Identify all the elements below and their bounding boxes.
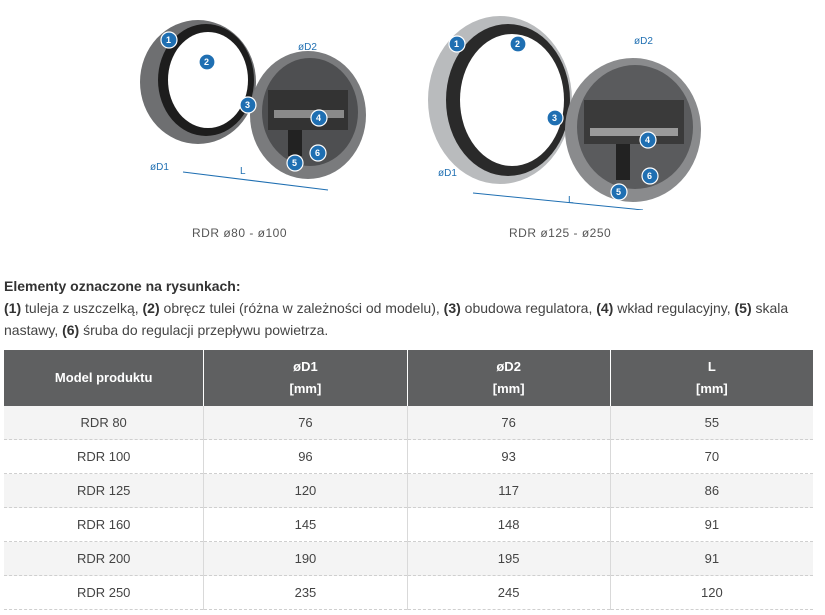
table-header-row: Model produktu øD1 [mm] øD2 [mm] L [mm] bbox=[4, 350, 813, 406]
figure-rdr-large: L øD1 øD2 1 2 3 4 5 6 bbox=[418, 0, 708, 211]
legend-num-3: (3) bbox=[443, 300, 461, 316]
badge-5: 5 bbox=[610, 183, 628, 201]
cell-d2: 195 bbox=[407, 541, 611, 576]
table-row: RDR 160 145 148 91 bbox=[4, 507, 813, 542]
legend-num-1: (1) bbox=[4, 300, 22, 316]
legend-num-6: (6) bbox=[62, 322, 80, 338]
cell-d1: 145 bbox=[203, 507, 408, 542]
svg-text:1: 1 bbox=[454, 39, 459, 49]
cell-d2: 93 bbox=[407, 439, 611, 474]
svg-text:3: 3 bbox=[552, 113, 557, 123]
cell-d1: 235 bbox=[203, 575, 408, 610]
dim-d1-label: øD1 bbox=[438, 168, 457, 179]
badge-1: 1 bbox=[160, 31, 178, 49]
cell-l: 55 bbox=[610, 406, 813, 440]
svg-text:2: 2 bbox=[515, 39, 520, 49]
legend-item-5: skala nastawy, bbox=[4, 300, 789, 338]
cell-d2: 245 bbox=[407, 575, 611, 610]
dim-d2-label: øD2 bbox=[298, 42, 317, 53]
table-row: RDR 250 235 245 120 bbox=[4, 575, 813, 610]
header-d1: øD1 [mm] bbox=[203, 350, 408, 406]
caption-rdr-small: RDR ø80 - ø100 bbox=[192, 226, 288, 240]
cell-model: RDR 160 bbox=[4, 507, 205, 542]
legend-text: (1) tuleja z uszczelką, (2) obręcz tulei… bbox=[4, 297, 819, 341]
svg-text:6: 6 bbox=[315, 148, 320, 158]
cell-l: 70 bbox=[610, 439, 813, 474]
dim-l-label: L bbox=[240, 166, 246, 177]
legend-num-4: (4) bbox=[596, 300, 614, 316]
svg-text:4: 4 bbox=[645, 135, 650, 145]
header-l: L [mm] bbox=[610, 350, 813, 406]
badge-3: 3 bbox=[239, 96, 257, 114]
dimensions-table: Model produktu øD1 [mm] øD2 [mm] L [mm] RDR… bbox=[4, 350, 813, 610]
legend-item-4: wkład regulacyjny, bbox=[613, 300, 735, 316]
table-row: RDR 100 96 93 70 bbox=[4, 439, 813, 474]
cell-d2: 117 bbox=[407, 473, 611, 508]
cell-d2: 148 bbox=[407, 507, 611, 542]
badge-3: 3 bbox=[546, 109, 564, 127]
legend-item-1: tuleja z uszczelką, bbox=[21, 300, 143, 316]
svg-text:4: 4 bbox=[316, 113, 321, 123]
cell-model: RDR 100 bbox=[4, 439, 205, 474]
legend-item-3: obudowa regulatora, bbox=[460, 300, 597, 316]
cell-d1: 120 bbox=[203, 473, 408, 508]
table-row: RDR 200 190 195 91 bbox=[4, 541, 813, 576]
rdr-large-illustration: L øD1 øD2 1 2 3 4 5 6 bbox=[428, 16, 701, 211]
cell-l: 91 bbox=[610, 507, 813, 542]
badge-5: 5 bbox=[286, 154, 304, 172]
cell-d1: 190 bbox=[203, 541, 408, 576]
cell-model: RDR 80 bbox=[4, 406, 205, 440]
cell-d1: 96 bbox=[203, 439, 408, 474]
dim-d2-label: øD2 bbox=[634, 36, 653, 47]
svg-text:6: 6 bbox=[647, 171, 652, 181]
legend-title: Elementy oznaczone na rysunkach: bbox=[4, 278, 241, 294]
cell-l: 86 bbox=[610, 473, 813, 508]
svg-text:3: 3 bbox=[245, 100, 250, 110]
cell-l: 91 bbox=[610, 541, 813, 576]
table-row: RDR 125 120 117 86 bbox=[4, 473, 813, 508]
legend-num-5: (5) bbox=[734, 300, 752, 316]
legend-item-6: śruba do regulacji przepływu powietrza. bbox=[79, 322, 329, 338]
svg-text:5: 5 bbox=[292, 158, 297, 168]
svg-text:1: 1 bbox=[166, 35, 171, 45]
badge-4: 4 bbox=[310, 109, 328, 127]
cell-model: RDR 125 bbox=[4, 473, 205, 508]
caption-rdr-large: RDR ø125 - ø250 bbox=[509, 226, 612, 240]
svg-text:2: 2 bbox=[204, 57, 209, 67]
cell-d1: 76 bbox=[203, 406, 408, 440]
figure-rdr-small: L øD1 øD2 1 2 3 4 5 6 bbox=[128, 0, 368, 200]
badge-6: 6 bbox=[641, 167, 659, 185]
dim-l-label: L bbox=[568, 195, 574, 206]
cell-l: 120 bbox=[610, 575, 813, 610]
badge-2: 2 bbox=[198, 53, 216, 71]
badge-1: 1 bbox=[448, 35, 466, 53]
legend-item-2: obręcz tulei (różna w zależności od mode… bbox=[159, 300, 444, 316]
cell-model: RDR 250 bbox=[4, 575, 205, 610]
badge-4: 4 bbox=[639, 131, 657, 149]
table-row: RDR 80 76 76 55 bbox=[4, 406, 813, 440]
svg-text:5: 5 bbox=[616, 187, 621, 197]
cell-model: RDR 200 bbox=[4, 541, 205, 576]
rdr-small-illustration: L øD1 øD2 1 2 3 4 5 6 bbox=[140, 20, 366, 191]
cell-d2: 76 bbox=[407, 406, 611, 440]
badge-6: 6 bbox=[309, 144, 327, 162]
badge-2: 2 bbox=[509, 35, 527, 53]
dim-d1-label: øD1 bbox=[150, 162, 169, 173]
header-model: Model produktu bbox=[4, 350, 205, 406]
header-d2: øD2 [mm] bbox=[407, 350, 611, 406]
legend-num-2: (2) bbox=[142, 300, 160, 316]
